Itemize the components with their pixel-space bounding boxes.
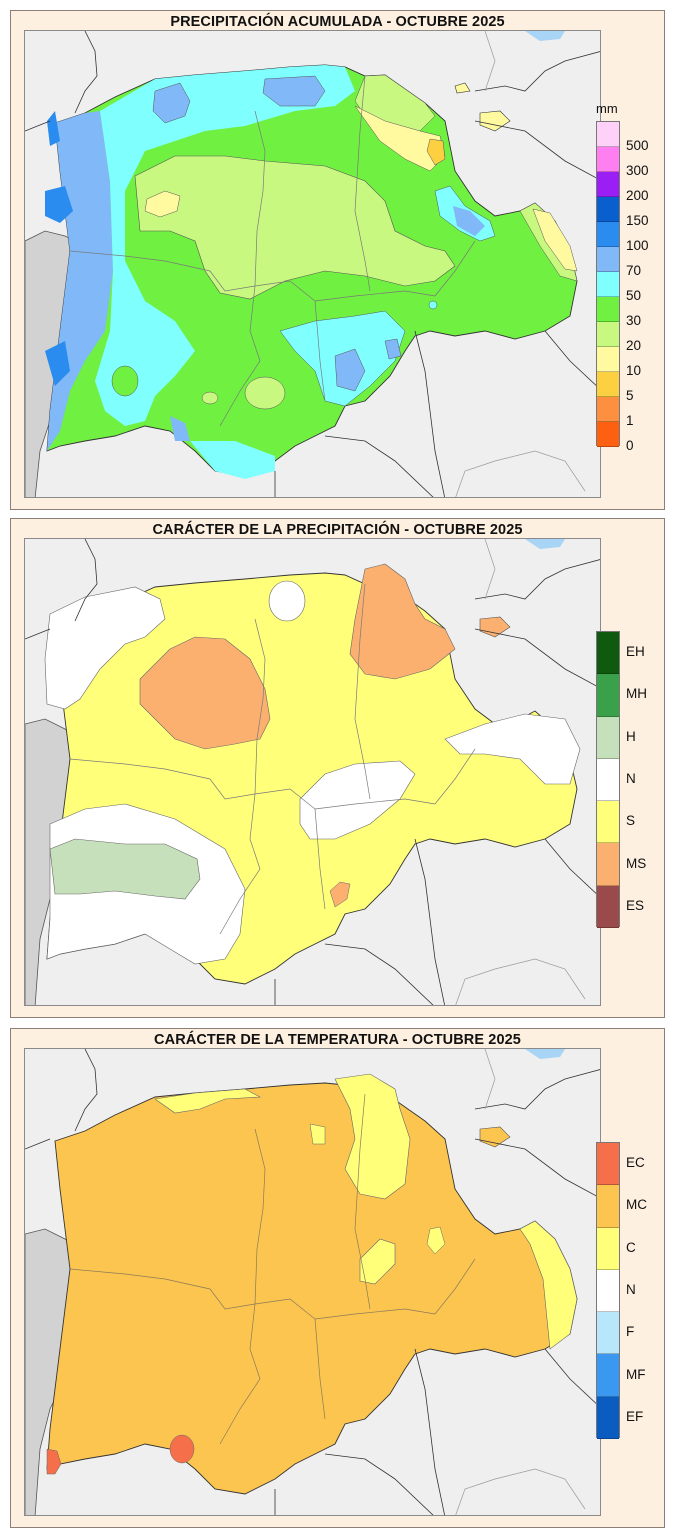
panel-title: PRECIPITACIÓN ACUMULADA - OCTUBRE 2025: [170, 14, 505, 30]
legend-swatch: [597, 297, 619, 322]
legend-swatch: [597, 1312, 619, 1355]
legend-label: 30: [626, 313, 642, 328]
legend-label: 50: [626, 288, 642, 303]
legend-swatch: [597, 885, 619, 928]
legend-swatch: [597, 122, 619, 147]
legend-label: 70: [626, 263, 642, 278]
legend-swatch: [597, 172, 619, 197]
legend-swatch: [597, 1396, 619, 1439]
legend-label: N: [626, 771, 636, 786]
legend-label: 0: [626, 438, 634, 453]
legend-label: N: [626, 1282, 636, 1297]
legend-swatch: [597, 322, 619, 347]
legend-label: EC: [626, 1155, 645, 1171]
legend-swatch: [597, 1185, 619, 1228]
panel-caracter-temperatura: CARÁCTER DE LA TEMPERATURA - OCTUBRE 202…: [10, 1028, 665, 1528]
legend-swatch: [597, 372, 619, 397]
legend-swatch: [597, 247, 619, 272]
panel-title: CARÁCTER DE LA TEMPERATURA - OCTUBRE 202…: [154, 1032, 521, 1048]
legend-label: EF: [626, 1408, 644, 1424]
legend-label: MH: [626, 686, 647, 702]
legend-label: F: [626, 1324, 635, 1340]
legend-swatch: [597, 1143, 619, 1186]
legend-label: 100: [626, 238, 649, 253]
legend-swatch: [597, 1227, 619, 1270]
legend-swatch: [597, 843, 619, 886]
legend-label: MC: [626, 1197, 647, 1213]
legend-label: 1: [626, 413, 634, 428]
legend-swatch: [597, 197, 619, 222]
legend-swatch: [597, 632, 619, 675]
legend-swatch: [597, 422, 619, 447]
legend-label: EH: [626, 644, 645, 660]
legend-label: 5: [626, 388, 634, 403]
legend-swatch: [597, 1269, 619, 1313]
legend-swatch: [597, 758, 619, 802]
legend-swatch: [597, 1354, 619, 1397]
legend-swatch: [597, 222, 619, 247]
legend-label: ES: [626, 897, 645, 913]
legend-swatch: [597, 147, 619, 172]
legend-label: 10: [626, 363, 642, 378]
map-precipitacion-acumulada: [24, 30, 601, 498]
choropleth-map: [25, 1049, 600, 1515]
legend-label: 150: [626, 213, 649, 228]
map-caracter-temperatura: [24, 1048, 601, 1516]
legend-swatch: [597, 272, 619, 297]
panel-title: CARÁCTER DE LA PRECIPITACIÓN - OCTUBRE 2…: [152, 522, 523, 538]
legend-label: MF: [626, 1366, 646, 1382]
legend-colorbar: [596, 1142, 620, 1439]
legend-swatch: [597, 347, 619, 372]
legend-label: S: [626, 813, 636, 829]
legend-label: 500: [626, 138, 649, 153]
legend-swatch: [597, 801, 619, 844]
legend-label: MS: [626, 855, 647, 871]
legend-label: H: [626, 728, 636, 744]
legend-swatch: [597, 397, 619, 422]
legend-swatch: [597, 716, 619, 759]
legend-label: C: [626, 1239, 636, 1255]
legend-label: 200: [626, 188, 649, 203]
panel-precipitacion-acumulada: PRECIPITACIÓN ACUMULADA - OCTUBRE 2025: [10, 10, 665, 510]
panel-caracter-precipitacion: CARÁCTER DE LA PRECIPITACIÓN - OCTUBRE 2…: [10, 518, 665, 1018]
legend-label: 20: [626, 338, 642, 353]
choropleth-map: [25, 31, 600, 497]
choropleth-map: [25, 539, 600, 1005]
legend-swatch: [597, 674, 619, 717]
legend-colorbar: [596, 121, 620, 447]
legend-label: 300: [626, 163, 649, 178]
legend-colorbar: [596, 631, 620, 928]
map-caracter-precipitacion: [24, 538, 601, 1006]
legend-unit: mm: [596, 101, 618, 116]
